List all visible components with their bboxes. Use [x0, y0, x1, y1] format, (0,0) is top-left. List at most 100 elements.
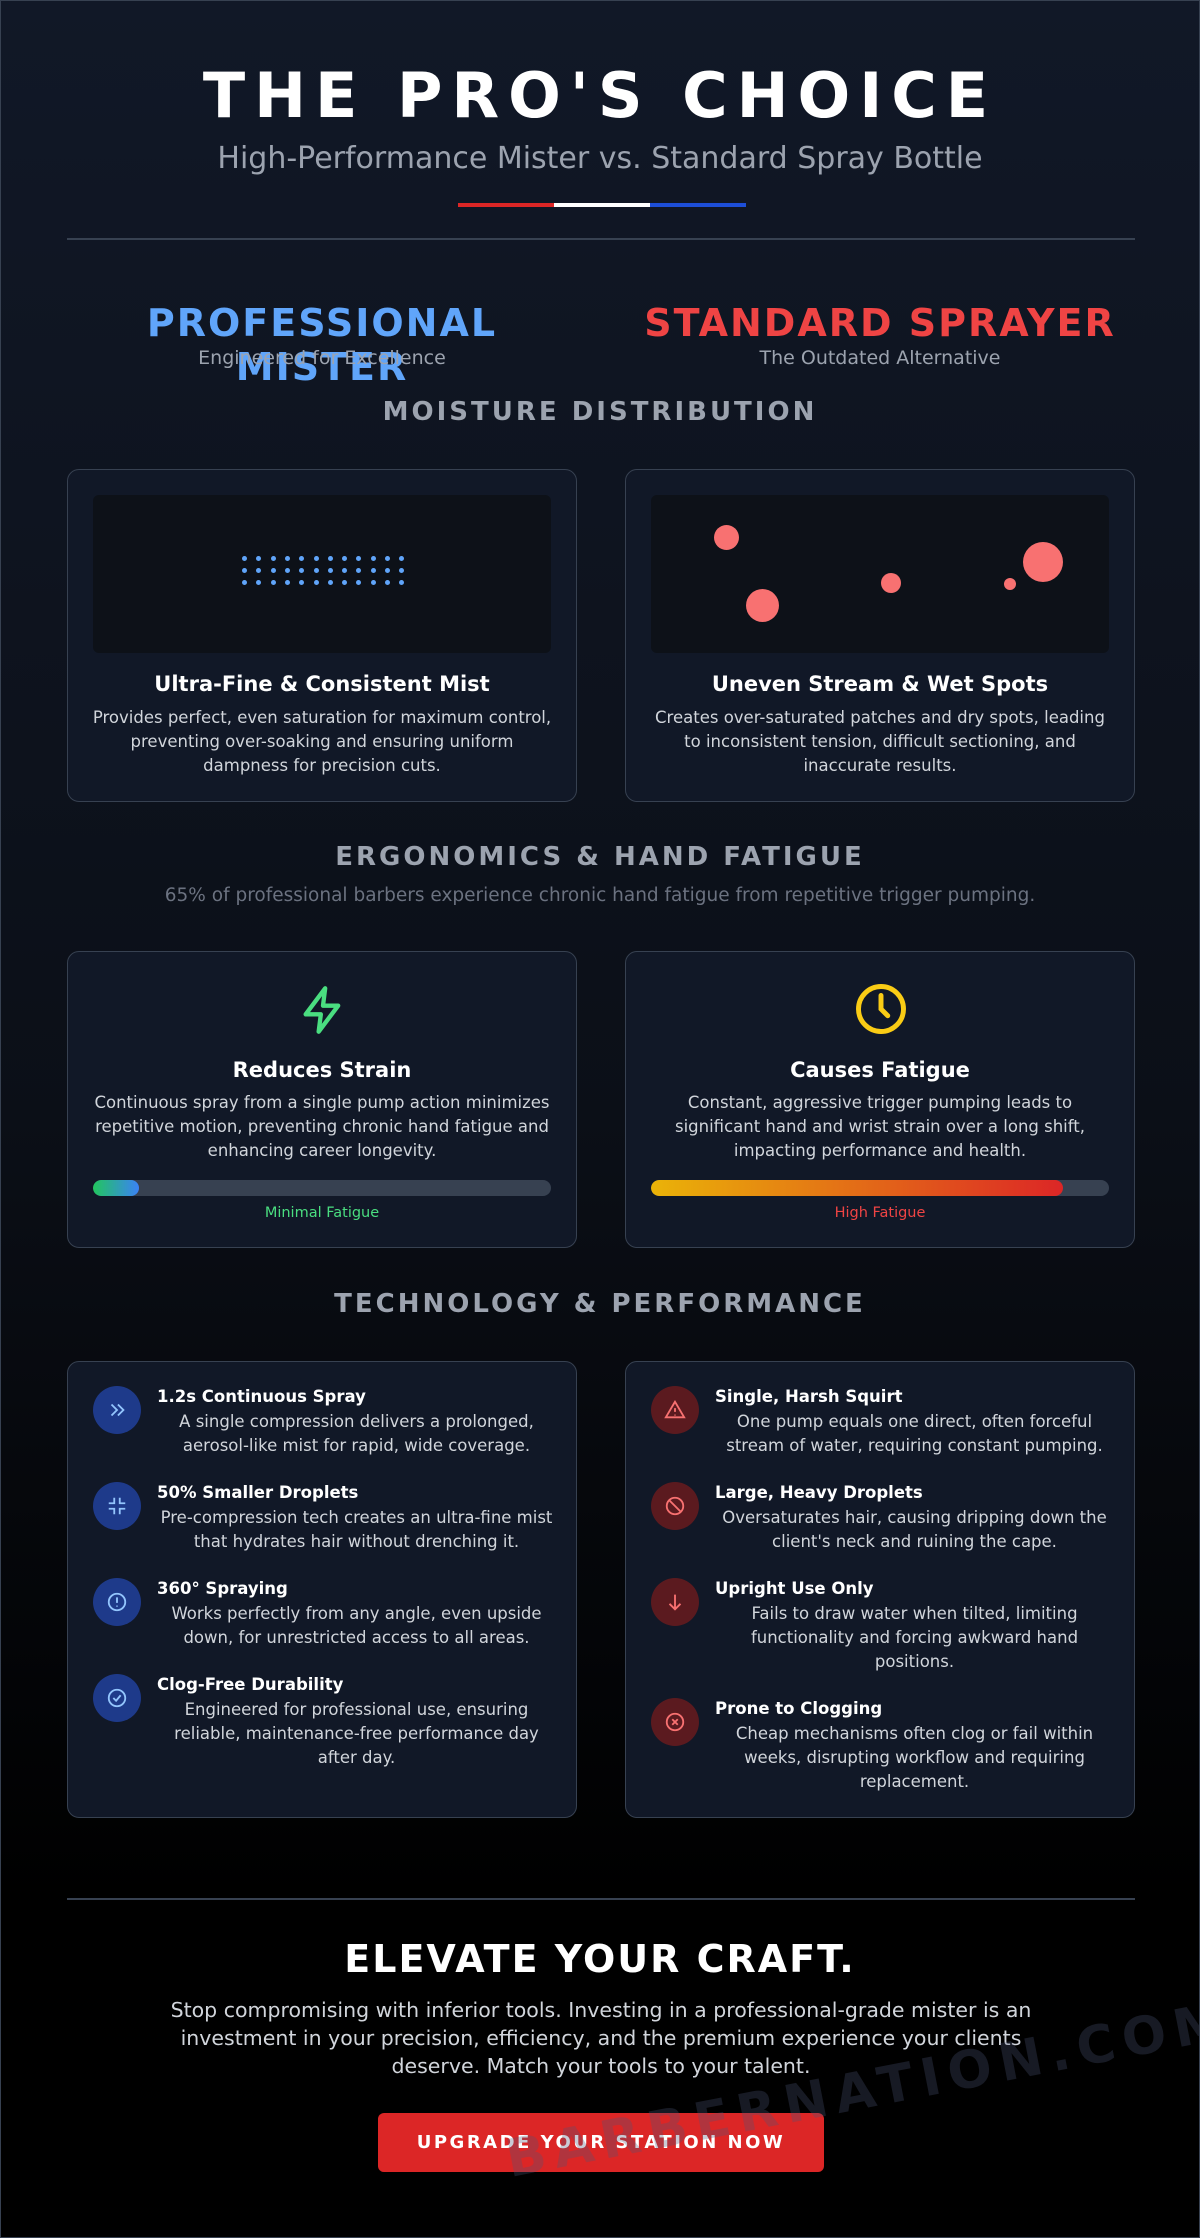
meter-label: High Fatigue: [834, 1205, 926, 1221]
section-title: TECHNOLOGY & PERFORMANCE: [334, 1289, 866, 1319]
mist-dot: [399, 556, 405, 561]
item-title: 360° Spraying: [157, 1579, 288, 1598]
tech-item: Large, Heavy Droplets Oversaturates hair,…: [651, 1482, 1114, 1554]
mist-dot: [342, 556, 348, 561]
mist-dot: [327, 580, 333, 585]
mist-dot: [256, 556, 262, 561]
clock-icon: [856, 984, 906, 1034]
title: THE PRO'S CHOICE: [202, 59, 998, 132]
mist-dot: [313, 568, 319, 573]
mist-dot: [356, 568, 362, 573]
strain-card: Reduces Strain Continuous spray from a s…: [67, 951, 577, 1248]
card-text: Provides perfect, even saturation for ma…: [92, 708, 552, 775]
tech-item: 360° Spraying Works perfectly from any an…: [93, 1578, 556, 1650]
item-text: A single compression delivers a prolonge…: [179, 1412, 534, 1455]
cta-button[interactable]: UPGRADE YOUR STATION NOW: [378, 2113, 824, 2172]
mist-dot: [284, 568, 290, 573]
item-text: One pump equals one direct, often forcef…: [726, 1412, 1103, 1455]
mist-dot: [256, 568, 262, 573]
item-title: Upright Use Only: [715, 1579, 874, 1598]
card-text: Continuous spray from a single pump acti…: [94, 1093, 550, 1160]
card-text: Creates over-saturated patches and dry s…: [655, 708, 1105, 775]
cta-text: Stop compromising with inferior tools. I…: [170, 1998, 1032, 2078]
mist-visual: [93, 495, 551, 653]
mist-dot: [299, 568, 305, 573]
tech-item: Upright Use Only Fails to draw water when…: [651, 1578, 1114, 1674]
mist-dot: [399, 580, 405, 585]
section-title: MOISTURE DISTRIBUTION: [382, 397, 818, 427]
pro-heading: PROFESSIONAL MISTER: [146, 301, 498, 389]
meter-label: Minimal Fatigue: [264, 1205, 380, 1221]
card-title: Ultra-Fine & Consistent Mist: [154, 672, 490, 696]
item-title: 1.2s Continuous Spray: [157, 1387, 366, 1406]
tech-item: Single, Harsh Squirt One pump equals one …: [651, 1386, 1114, 1458]
tech-item: Prone to Clogging Cheap mechanisms often …: [651, 1698, 1114, 1794]
mist-dot: [385, 580, 390, 585]
mist-dot: [270, 580, 276, 585]
stream-visual: [651, 495, 1109, 653]
mist-dot: [356, 556, 362, 561]
item-title: Single, Harsh Squirt: [715, 1387, 903, 1406]
mist-dot: [370, 580, 376, 585]
mist-dot: [242, 580, 247, 585]
mist-dot: [370, 568, 376, 573]
accent-blue: [650, 203, 746, 207]
fatigue-card: Causes Fatigue Constant, aggressive trig…: [625, 951, 1135, 1248]
mist-dot: [270, 556, 276, 561]
mist-dot: [385, 568, 390, 573]
card-title: Reduces Strain: [232, 1058, 412, 1082]
pro-tech-card: 1.2s Continuous Spray A single compressio…: [67, 1361, 577, 1818]
mist-dot: [385, 556, 390, 561]
mist-dot: [313, 556, 319, 561]
fatigue-meter: [93, 1180, 551, 1196]
item-text: Pre-compression tech creates an ultra-fi…: [160, 1508, 553, 1551]
item-text: Fails to draw water when tilted, limitin…: [750, 1604, 1079, 1671]
divider: [67, 238, 1135, 240]
tech-item: 50% Smaller Droplets Pre-compression tech…: [93, 1482, 556, 1554]
accent-red: [458, 203, 554, 207]
mist-dot: [242, 556, 247, 561]
mist-dot: [313, 580, 319, 585]
fatigue-meter: [651, 1180, 1109, 1196]
mist-dot: [299, 556, 305, 561]
item-title: Prone to Clogging: [715, 1699, 883, 1718]
mist-dot: [399, 568, 405, 573]
mist-dot: [342, 568, 348, 573]
mist-card: Ultra-Fine & Consistent Mist Provides pe…: [67, 469, 577, 802]
item-text: Oversaturates hair, causing dripping dow…: [722, 1508, 1107, 1551]
item-text: Cheap mechanisms often clog or fail with…: [735, 1724, 1094, 1791]
tech-item: Clog-Free Durability Engineered for profe…: [93, 1674, 556, 1770]
section-title: ERGONOMICS & HAND FATIGUE: [335, 842, 865, 872]
section-note: 65% of professional barbers experience c…: [164, 885, 1036, 906]
item-text: Works perfectly from any angle, even ups…: [171, 1604, 542, 1647]
card-title: Uneven Stream & Wet Spots: [711, 672, 1049, 696]
divider: [67, 1898, 1135, 1900]
card-text: Constant, aggressive trigger pumping lea…: [674, 1093, 1086, 1160]
stream-card: Uneven Stream & Wet Spots Creates over-s…: [625, 469, 1135, 802]
item-title: Large, Heavy Droplets: [715, 1483, 923, 1502]
mist-dot: [356, 580, 362, 585]
standard-heading: STANDARD SPRAYER: [644, 301, 1116, 345]
mist-dot: [327, 556, 333, 561]
mist-dot: [242, 568, 247, 573]
accent-white: [554, 203, 650, 207]
mist-dot: [327, 568, 333, 573]
pro-subheading: Engineered for Excellence: [198, 347, 446, 369]
mist-dot: [342, 580, 348, 585]
tech-item: 1.2s Continuous Spray A single compressio…: [93, 1386, 556, 1458]
mist-dot: [284, 580, 290, 585]
card-title: Causes Fatigue: [790, 1058, 970, 1082]
standard-tech-card: Single, Harsh Squirt One pump equals one …: [625, 1361, 1135, 1818]
mist-dot: [270, 568, 276, 573]
standard-subheading: The Outdated Alternative: [759, 347, 1001, 369]
cta-title: ELEVATE YOUR CRAFT.: [344, 1937, 856, 1981]
mist-dot: [299, 580, 305, 585]
mist-dot: [256, 580, 262, 585]
mist-dot: [370, 556, 376, 561]
item-text: Engineered for professional use, ensurin…: [174, 1700, 539, 1767]
mist-dot: [284, 556, 290, 561]
item-title: Clog-Free Durability: [157, 1675, 344, 1694]
bolt-icon: [303, 986, 341, 1034]
subtitle: High-Performance Mister vs. Standard Spr…: [217, 141, 983, 176]
